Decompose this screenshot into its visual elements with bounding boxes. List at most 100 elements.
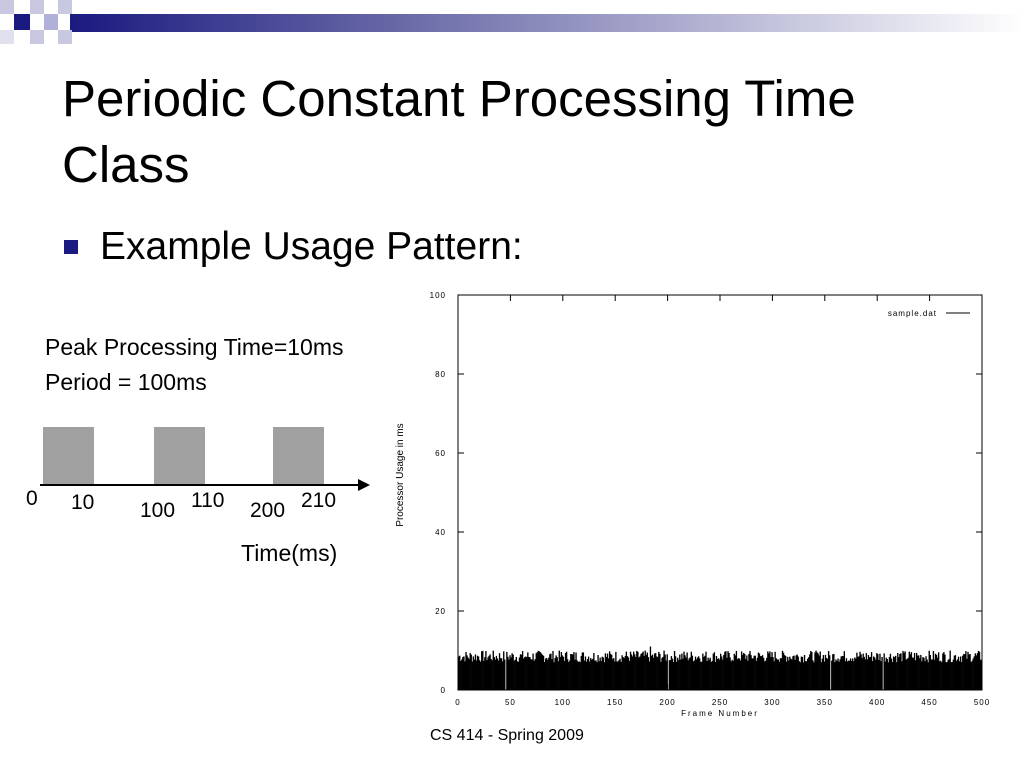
usage-bar bbox=[631, 656, 634, 690]
peak-processing-label-container: Peak Processing Time=10ms bbox=[45, 334, 393, 364]
usage-bar bbox=[910, 652, 913, 690]
usage-bar bbox=[912, 657, 915, 690]
usage-bar bbox=[876, 653, 878, 690]
usage-bar bbox=[518, 657, 521, 690]
usage-bar bbox=[974, 653, 977, 690]
usage-bar bbox=[516, 661, 519, 690]
usage-bar bbox=[787, 656, 789, 690]
usage-bar bbox=[978, 651, 981, 690]
usage-bar bbox=[862, 653, 864, 690]
usage-bar bbox=[890, 658, 893, 690]
usage-bar bbox=[673, 650, 676, 690]
usage-bar bbox=[786, 661, 788, 690]
usage-bar bbox=[977, 650, 980, 690]
usage-bar bbox=[799, 662, 801, 690]
usage-bar bbox=[939, 661, 941, 690]
usage-bar bbox=[965, 651, 967, 690]
usage-bar bbox=[713, 652, 716, 690]
usage-bar bbox=[490, 659, 492, 690]
time-axis-label: Time(ms) bbox=[241, 540, 338, 566]
usage-bar bbox=[548, 657, 550, 690]
usage-bar bbox=[962, 655, 964, 690]
usage-bar bbox=[952, 659, 955, 690]
usage-bar bbox=[893, 657, 896, 690]
usage-bar bbox=[769, 651, 771, 690]
usage-bar bbox=[972, 658, 974, 690]
usage-bar bbox=[911, 657, 914, 690]
usage-bar bbox=[841, 656, 843, 690]
usage-bar bbox=[684, 655, 686, 690]
usage-bar bbox=[740, 651, 743, 690]
usage-bar bbox=[508, 659, 510, 690]
tick-label-200: 200 bbox=[250, 499, 286, 522]
usage-bar bbox=[887, 662, 890, 690]
usage-bar bbox=[681, 653, 683, 690]
processor-usage-chart: 0 20 40 60 80 100 0 50 100 150 200 250 300 350 400 450 5… bbox=[395, 291, 989, 718]
usage-bar bbox=[805, 661, 808, 690]
usage-bar bbox=[770, 657, 772, 690]
usage-bar bbox=[951, 662, 953, 690]
usage-bar bbox=[627, 657, 630, 690]
usage-bar bbox=[958, 661, 961, 690]
usage-bar bbox=[601, 656, 603, 690]
usage-bar bbox=[470, 654, 472, 690]
usage-bar bbox=[808, 657, 810, 690]
usage-bar bbox=[595, 660, 597, 690]
usage-bar bbox=[968, 654, 970, 690]
usage-bar bbox=[823, 661, 826, 690]
usage-bar bbox=[730, 661, 732, 690]
usage-bar bbox=[944, 654, 946, 690]
usage-bar bbox=[896, 662, 898, 690]
usage-bar bbox=[728, 652, 730, 690]
usage-bar bbox=[871, 661, 874, 690]
usage-bar bbox=[879, 653, 881, 690]
usage-bar bbox=[837, 658, 839, 690]
usage-bar bbox=[672, 662, 675, 690]
usage-bar bbox=[892, 656, 895, 690]
usage-bar bbox=[726, 657, 728, 690]
usage-bar bbox=[888, 657, 891, 690]
time-axis bbox=[40, 479, 370, 491]
usage-bar bbox=[709, 657, 711, 690]
usage-bar bbox=[652, 657, 655, 690]
usage-bar bbox=[592, 658, 594, 690]
usage-bar bbox=[869, 656, 872, 690]
usage-bar bbox=[613, 658, 615, 690]
usage-bar bbox=[511, 653, 513, 690]
usage-bar bbox=[493, 657, 495, 690]
usage-bar bbox=[580, 655, 582, 690]
usage-bar bbox=[797, 656, 799, 690]
usage-bar bbox=[732, 660, 734, 690]
usage-bar bbox=[482, 650, 484, 690]
y-tick-label: 20 bbox=[435, 607, 446, 616]
usage-bar bbox=[932, 651, 935, 690]
usage-bar bbox=[865, 653, 868, 690]
usage-bar bbox=[553, 662, 555, 690]
usage-bar bbox=[859, 651, 861, 690]
usage-bar bbox=[621, 655, 623, 690]
usage-bar bbox=[682, 658, 684, 690]
usage-bar bbox=[961, 662, 963, 690]
usage-bar bbox=[926, 659, 928, 690]
usage-bar bbox=[524, 657, 526, 690]
usage-bar bbox=[465, 651, 467, 690]
usage-bar bbox=[928, 650, 930, 690]
usage-bar bbox=[525, 656, 527, 690]
usage-bar bbox=[771, 652, 773, 690]
usage-bar bbox=[566, 659, 569, 690]
usage-bar bbox=[585, 661, 588, 690]
x-tick-label: 50 bbox=[505, 698, 516, 707]
usage-bar bbox=[748, 653, 750, 690]
y-tick-label: 40 bbox=[435, 528, 446, 537]
usage-bar bbox=[867, 655, 870, 690]
usage-bar bbox=[703, 656, 705, 690]
usage-bar bbox=[468, 658, 470, 690]
usage-bar bbox=[745, 659, 747, 690]
usage-bar bbox=[917, 655, 919, 690]
usage-bar bbox=[721, 656, 723, 690]
usage-bar bbox=[647, 657, 650, 690]
usage-bar bbox=[602, 657, 604, 690]
usage-bar bbox=[594, 660, 596, 690]
usage-bar bbox=[980, 660, 983, 690]
usage-bar bbox=[513, 660, 515, 690]
